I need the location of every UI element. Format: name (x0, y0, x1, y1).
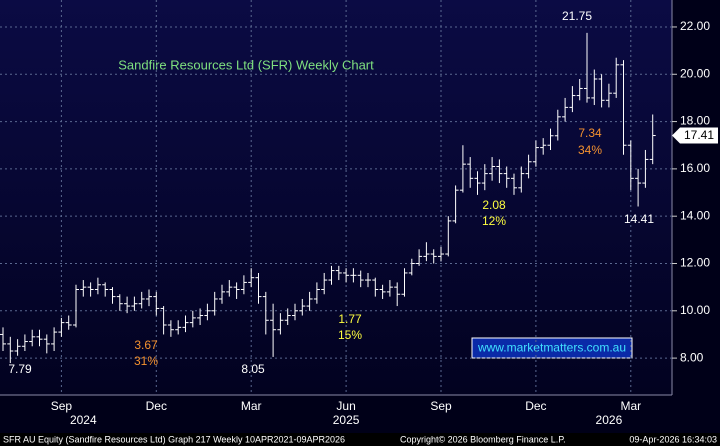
footer-text: Copyright© 2026 Bloomberg Finance L.P. (400, 434, 566, 444)
chart-title: Sandfire Resources Ltd (SFR) Weekly Char… (118, 57, 374, 72)
annotation: 12% (482, 214, 506, 228)
y-tick-label: 20.00 (680, 66, 710, 80)
y-tick-label: 18.00 (680, 114, 710, 128)
footer-bar (0, 433, 720, 446)
x-tick-label: Mar (620, 399, 641, 413)
x-tick-label: Dec (525, 399, 546, 413)
annotation: 21.75 (562, 9, 592, 23)
annotation: 31% (134, 354, 158, 368)
x-tick-label: Sep (430, 399, 452, 413)
annotation: 8.05 (241, 362, 265, 376)
year-label: 2025 (333, 413, 360, 427)
last-price-box (672, 127, 718, 144)
footer-text: 09-Apr-2026 16:34:03 (629, 434, 717, 444)
year-label: 2026 (596, 413, 623, 427)
year-label: 2024 (70, 413, 97, 427)
annotation: 15% (338, 328, 362, 342)
x-tick-label: Dec (146, 399, 167, 413)
x-tick-label: Mar (241, 399, 262, 413)
y-tick-label: 14.00 (680, 208, 710, 222)
last-price-label: 17.41 (684, 128, 714, 142)
x-tick-label: Jun (336, 399, 355, 413)
annotation: 7.79 (8, 362, 32, 376)
y-tick-label: 12.00 (680, 256, 710, 270)
annotation: 1.77 (338, 312, 362, 326)
watermark: www.marketmatters.com.au (477, 341, 626, 355)
footer-text: SFR AU Equity (Sandfire Resources Ltd) G… (3, 434, 345, 444)
x-tick-label: Sep (51, 399, 73, 413)
y-tick-label: 16.00 (680, 161, 710, 175)
y-tick-label: 8.00 (680, 350, 704, 364)
plot-area (0, 0, 672, 395)
annotation: 3.67 (134, 338, 158, 352)
annotation: 34% (578, 143, 602, 157)
y-tick-label: 22.00 (680, 19, 710, 33)
annotation: 14.41 (624, 212, 654, 226)
y-tick-label: 10.00 (680, 303, 710, 317)
annotation: 7.34 (578, 126, 602, 140)
annotation: 2.08 (482, 198, 506, 212)
